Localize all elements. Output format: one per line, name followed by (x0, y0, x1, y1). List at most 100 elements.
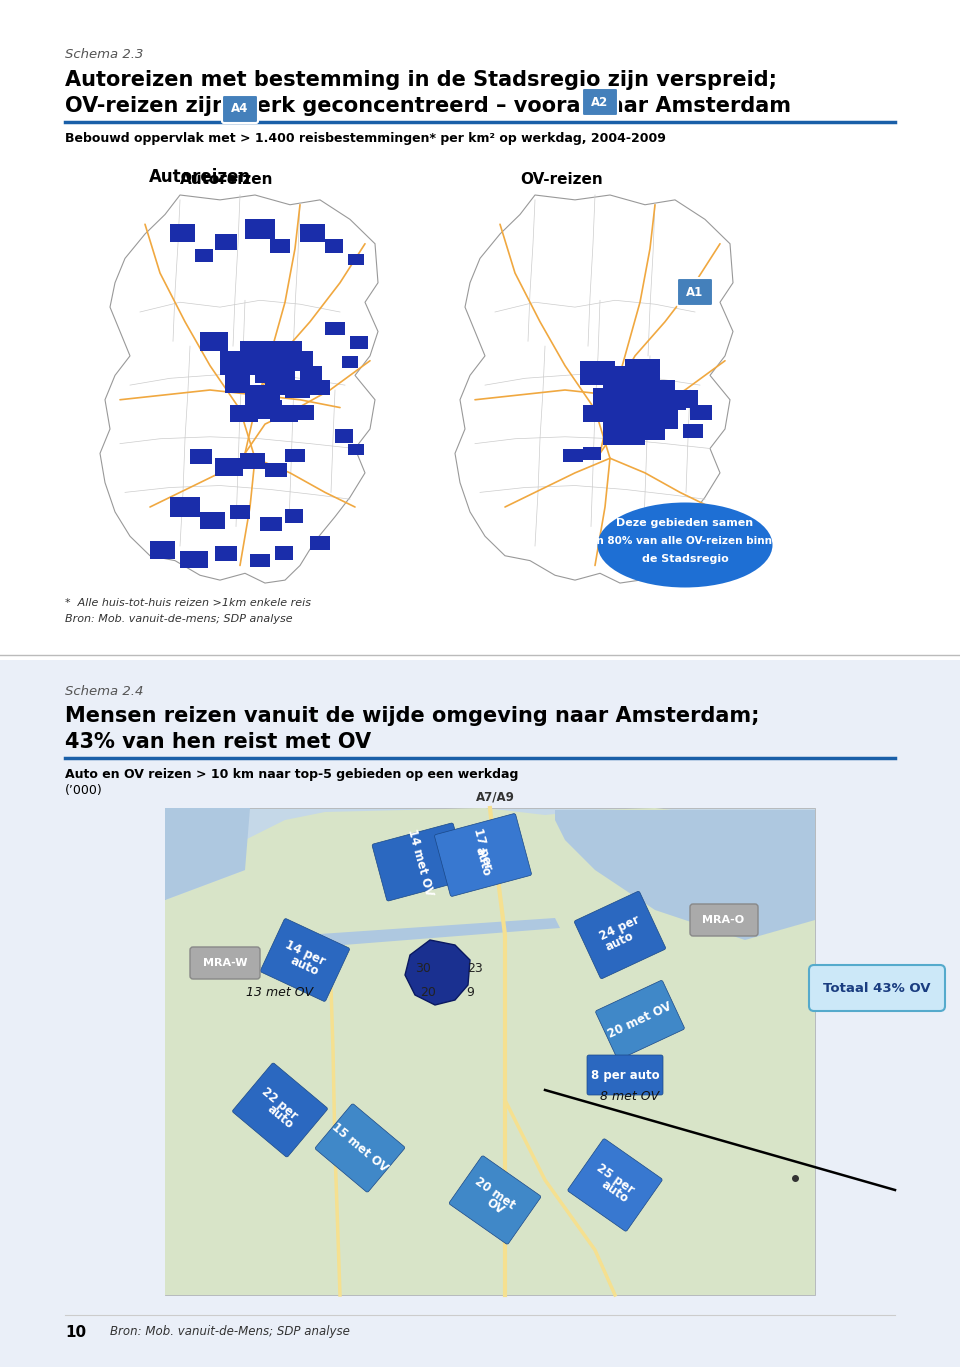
Polygon shape (165, 808, 250, 899)
Text: 15 met OV: 15 met OV (329, 1121, 391, 1176)
Polygon shape (310, 380, 330, 395)
Polygon shape (170, 498, 200, 517)
Polygon shape (310, 536, 330, 550)
Polygon shape (255, 355, 295, 383)
FancyBboxPatch shape (449, 1156, 540, 1244)
Polygon shape (265, 463, 287, 477)
Polygon shape (335, 429, 353, 443)
Text: Autoreizen: Autoreizen (149, 168, 252, 186)
FancyBboxPatch shape (222, 94, 258, 123)
Text: 8 per auto: 8 per auto (590, 1069, 660, 1081)
Polygon shape (285, 380, 310, 398)
Polygon shape (300, 365, 322, 381)
Polygon shape (690, 405, 712, 420)
Polygon shape (225, 376, 250, 392)
Polygon shape (265, 376, 295, 395)
Polygon shape (240, 342, 270, 362)
Polygon shape (200, 332, 228, 351)
Polygon shape (300, 224, 325, 242)
Text: 13 met OV: 13 met OV (247, 987, 314, 999)
FancyBboxPatch shape (574, 891, 665, 979)
Polygon shape (150, 541, 175, 559)
Text: 22 per: 22 per (259, 1085, 300, 1122)
Bar (0, 0, 960, 660)
Polygon shape (270, 239, 290, 253)
Polygon shape (100, 195, 378, 584)
Polygon shape (180, 551, 208, 569)
FancyBboxPatch shape (582, 87, 618, 116)
Text: auto: auto (599, 1177, 631, 1206)
Polygon shape (580, 361, 615, 385)
Text: A4: A4 (231, 103, 249, 115)
Polygon shape (290, 405, 314, 420)
Polygon shape (275, 545, 293, 559)
Text: Bron: Mob. vanuit-de-Mens; SDP analyse: Bron: Mob. vanuit-de-Mens; SDP analyse (110, 1325, 349, 1338)
Text: Autoreizen met bestemming in de Stadsregio zijn verspreid;: Autoreizen met bestemming in de Stadsreg… (65, 70, 777, 90)
Text: MRA-W: MRA-W (203, 958, 248, 968)
Polygon shape (405, 940, 470, 1005)
Text: Deze gebieden samen: Deze gebieden samen (616, 518, 754, 528)
Text: Mensen reizen vanuit de wijde omgeving naar Amsterdam;: Mensen reizen vanuit de wijde omgeving n… (65, 705, 759, 726)
Polygon shape (230, 504, 250, 518)
Polygon shape (583, 447, 601, 461)
Text: Autoreizen: Autoreizen (180, 172, 274, 187)
Polygon shape (170, 224, 195, 242)
Polygon shape (285, 509, 303, 522)
Text: A1: A1 (686, 286, 704, 298)
Polygon shape (270, 405, 298, 422)
FancyBboxPatch shape (260, 919, 349, 1002)
Polygon shape (260, 517, 282, 532)
Polygon shape (563, 448, 583, 462)
FancyBboxPatch shape (677, 278, 713, 306)
Polygon shape (285, 351, 313, 370)
Text: 14 per: 14 per (283, 939, 327, 968)
Polygon shape (285, 448, 305, 462)
Polygon shape (325, 321, 345, 335)
Polygon shape (305, 919, 560, 947)
Text: Schema 2.3: Schema 2.3 (65, 48, 143, 62)
Polygon shape (250, 399, 282, 420)
Text: Bron: Mob. vanuit-de-mens; SDP analyse: Bron: Mob. vanuit-de-mens; SDP analyse (65, 614, 293, 623)
Text: Totaal 43% OV: Totaal 43% OV (824, 982, 931, 995)
FancyBboxPatch shape (809, 965, 945, 1012)
Text: 30: 30 (415, 961, 431, 975)
FancyBboxPatch shape (587, 1055, 663, 1095)
Text: zijn 80% van alle OV-reizen binnen: zijn 80% van alle OV-reizen binnen (584, 536, 787, 545)
Text: 20 met OV: 20 met OV (606, 999, 674, 1040)
FancyBboxPatch shape (567, 1139, 662, 1232)
Text: 20: 20 (420, 987, 436, 999)
FancyBboxPatch shape (435, 813, 532, 897)
Text: A2: A2 (591, 96, 609, 108)
Text: MRA-O: MRA-O (702, 915, 744, 925)
Text: OV-reizen zijn sterk geconcentreerd – vooral naar Amsterdam: OV-reizen zijn sterk geconcentreerd – vo… (65, 96, 791, 116)
Polygon shape (625, 358, 660, 384)
Text: 9: 9 (466, 987, 474, 999)
Text: OV: OV (484, 1196, 507, 1217)
Text: 8 met OV: 8 met OV (600, 1091, 660, 1103)
FancyBboxPatch shape (232, 1064, 327, 1156)
Polygon shape (190, 448, 212, 465)
FancyBboxPatch shape (595, 980, 684, 1059)
Text: 23: 23 (468, 961, 483, 975)
Text: 25 per: 25 per (594, 1161, 636, 1196)
Polygon shape (220, 351, 255, 376)
Polygon shape (648, 407, 678, 429)
Text: (’000): (’000) (65, 785, 103, 797)
Polygon shape (215, 234, 237, 250)
Text: Bebouwd oppervlak met > 1.400 reisbestemmingen* per km² op werkdag, 2004-2009: Bebouwd oppervlak met > 1.400 reisbestem… (65, 133, 666, 145)
Text: 10: 10 (65, 1325, 86, 1340)
Polygon shape (673, 390, 698, 407)
Polygon shape (350, 336, 368, 349)
Polygon shape (348, 444, 364, 455)
Polygon shape (230, 405, 258, 422)
Polygon shape (240, 454, 265, 469)
Polygon shape (348, 253, 364, 265)
Polygon shape (325, 239, 343, 253)
FancyBboxPatch shape (372, 823, 468, 901)
Polygon shape (593, 388, 643, 422)
Polygon shape (215, 545, 237, 560)
Text: Schema 2.4: Schema 2.4 (65, 685, 143, 699)
Polygon shape (455, 195, 733, 584)
Text: 20 met: 20 met (472, 1176, 517, 1213)
Text: Auto en OV reizen > 10 km naar top-5 gebieden op een werkdag: Auto en OV reizen > 10 km naar top-5 geb… (65, 768, 518, 781)
